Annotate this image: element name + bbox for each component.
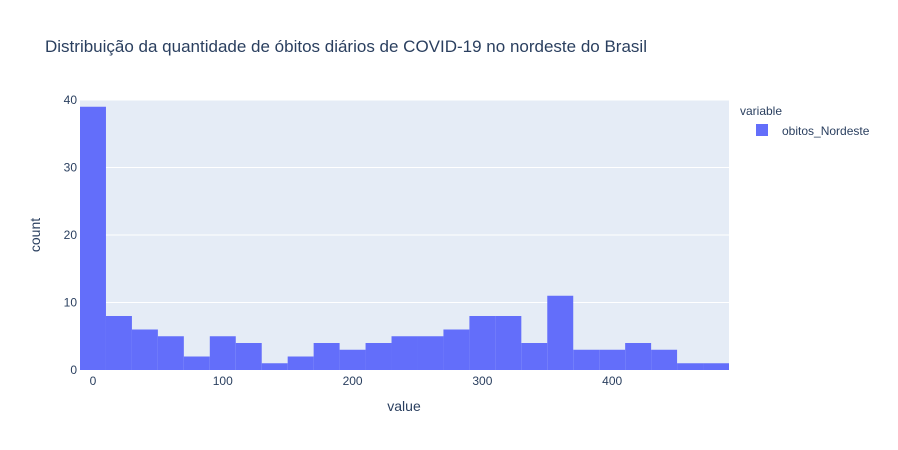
legend-title: variable xyxy=(740,104,782,118)
bars xyxy=(80,106,729,371)
histogram-bar[interactable] xyxy=(80,106,106,370)
y-tick-label: 0 xyxy=(70,363,77,377)
chart-title: Distribuição da quantidade de óbitos diá… xyxy=(45,37,647,56)
histogram-bar[interactable] xyxy=(131,329,158,371)
x-tick-labels: 0 100 200 300 400 xyxy=(90,374,623,388)
histogram-bar[interactable] xyxy=(391,336,418,370)
y-axis-title: count xyxy=(27,218,43,252)
histogram-bar[interactable] xyxy=(703,363,729,370)
histogram-bar[interactable] xyxy=(157,336,184,370)
histogram-bar[interactable] xyxy=(365,343,392,370)
x-tick-label: 300 xyxy=(472,374,492,388)
histogram-bar[interactable] xyxy=(573,349,600,370)
histogram-bar[interactable] xyxy=(469,316,496,370)
histogram-bar[interactable] xyxy=(625,343,652,370)
gridlines xyxy=(80,99,729,303)
histogram-bar[interactable] xyxy=(339,349,366,370)
histogram-bar[interactable] xyxy=(547,295,574,370)
histogram-bar[interactable] xyxy=(209,336,236,370)
histogram-bar[interactable] xyxy=(677,363,704,370)
histogram-bar[interactable] xyxy=(651,349,678,370)
x-axis-title: value xyxy=(387,398,421,414)
legend-swatch[interactable] xyxy=(756,124,768,136)
x-tick-label: 400 xyxy=(602,374,622,388)
histogram-bar[interactable] xyxy=(443,329,470,371)
legend[interactable]: variable obitos_Nordeste xyxy=(740,104,870,138)
histogram-bar[interactable] xyxy=(261,363,288,370)
y-tick-label: 30 xyxy=(64,161,78,175)
x-tick-label: 100 xyxy=(213,374,233,388)
y-tick-labels: 0 10 20 30 40 xyxy=(64,93,78,377)
histogram-bar[interactable] xyxy=(599,349,626,370)
x-tick-label: 200 xyxy=(343,374,363,388)
y-tick-label: 10 xyxy=(64,296,78,310)
histogram-bar[interactable] xyxy=(495,316,522,370)
histogram-bar[interactable] xyxy=(183,356,210,371)
histogram-bar[interactable] xyxy=(105,316,132,370)
x-tick-label: 0 xyxy=(90,374,97,388)
histogram-bar[interactable] xyxy=(287,356,314,371)
y-tick-label: 40 xyxy=(64,93,78,107)
histogram-bar[interactable] xyxy=(417,336,444,370)
legend-label[interactable]: obitos_Nordeste xyxy=(782,124,870,138)
y-tick-label: 20 xyxy=(64,228,78,242)
histogram-bar[interactable] xyxy=(235,343,262,370)
histogram-bar[interactable] xyxy=(521,343,548,370)
histogram-bar[interactable] xyxy=(313,343,340,370)
